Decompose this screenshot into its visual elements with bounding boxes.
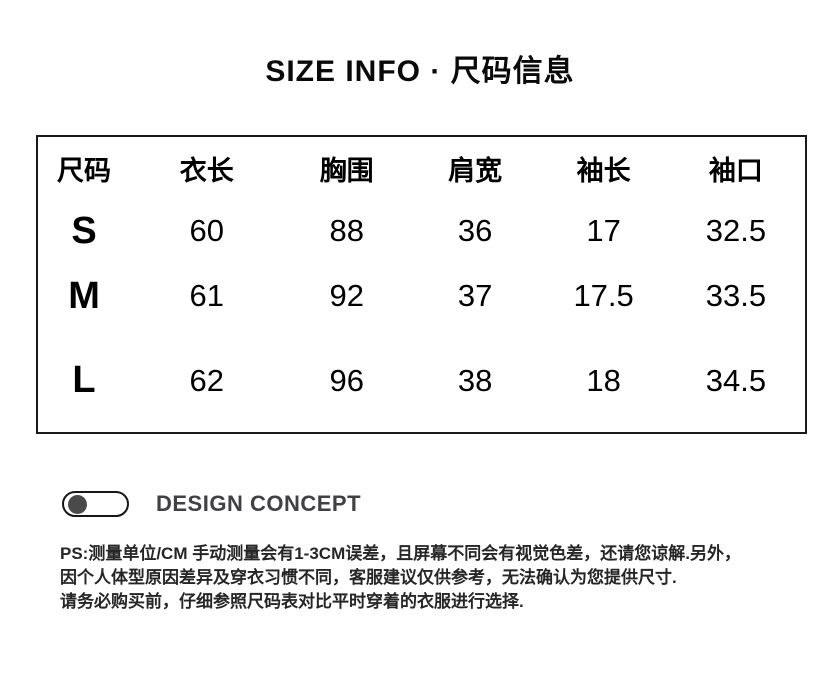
column-header-bust: 胸围 — [319, 155, 374, 186]
value-cuff: 33.5 — [705, 278, 767, 313]
table-row-l: L 62 96 38 18 34.5 — [38, 329, 805, 432]
column-header-sleeve: 袖长 — [576, 155, 631, 186]
note-line-2: 因个人体型原因差异及穿衣习惯不同，客服建议仅供参考，无法确认为您提供尺寸. — [60, 568, 677, 587]
size-label: L — [72, 359, 96, 401]
value-length: 62 — [189, 362, 224, 398]
size-label: S — [71, 209, 97, 252]
note-line-3: 请务必购买前，仔细参照尺码表对比平时穿着的衣服进行选择. — [60, 592, 524, 611]
note-line-1: PS:测量单位/CM 手动测量会有1-3CM误差，且屏幕不同会有视觉色差，还请您… — [60, 544, 741, 563]
value-sleeve: 18 — [586, 362, 621, 398]
value-bust: 88 — [329, 213, 364, 248]
size-label: M — [68, 274, 100, 317]
design-concept-section: DESIGN CONCEPT — [62, 489, 361, 519]
table-row-s: S 60 88 36 17 32.5 — [38, 199, 805, 263]
size-table: 尺码 衣长 胸围 肩宽 袖长 袖口 S 60 88 36 17 32.5 M 6… — [36, 135, 807, 434]
design-concept-label: DESIGN CONCEPT — [156, 491, 362, 516]
page-title: SIZE INFO · 尺码信息 — [265, 55, 575, 88]
toggle-pill-icon — [62, 491, 129, 517]
value-cuff: 32.5 — [705, 213, 767, 248]
size-notes: PS:测量单位/CM 手动测量会有1-3CM误差，且屏幕不同会有视觉色差，还请您… — [60, 542, 825, 614]
value-shoulder: 38 — [457, 362, 493, 398]
table-header-row: 尺码 衣长 胸围 肩宽 袖长 袖口 — [38, 137, 805, 199]
toggle-dot-icon — [68, 494, 87, 514]
value-shoulder: 37 — [457, 278, 493, 313]
value-bust: 96 — [329, 362, 364, 398]
value-sleeve: 17 — [586, 213, 621, 248]
value-length: 60 — [189, 213, 224, 248]
value-sleeve: 17.5 — [573, 278, 634, 313]
column-header-cuff: 袖口 — [708, 155, 763, 186]
column-header-length: 衣长 — [179, 155, 234, 186]
value-shoulder: 36 — [457, 213, 493, 248]
value-cuff: 34.5 — [705, 362, 767, 398]
value-length: 61 — [189, 278, 224, 313]
table-row-m: M 61 92 37 17.5 33.5 — [38, 263, 805, 329]
column-header-size: 尺码 — [57, 155, 112, 186]
value-bust: 92 — [329, 278, 364, 313]
column-header-shoulder: 肩宽 — [448, 155, 503, 186]
